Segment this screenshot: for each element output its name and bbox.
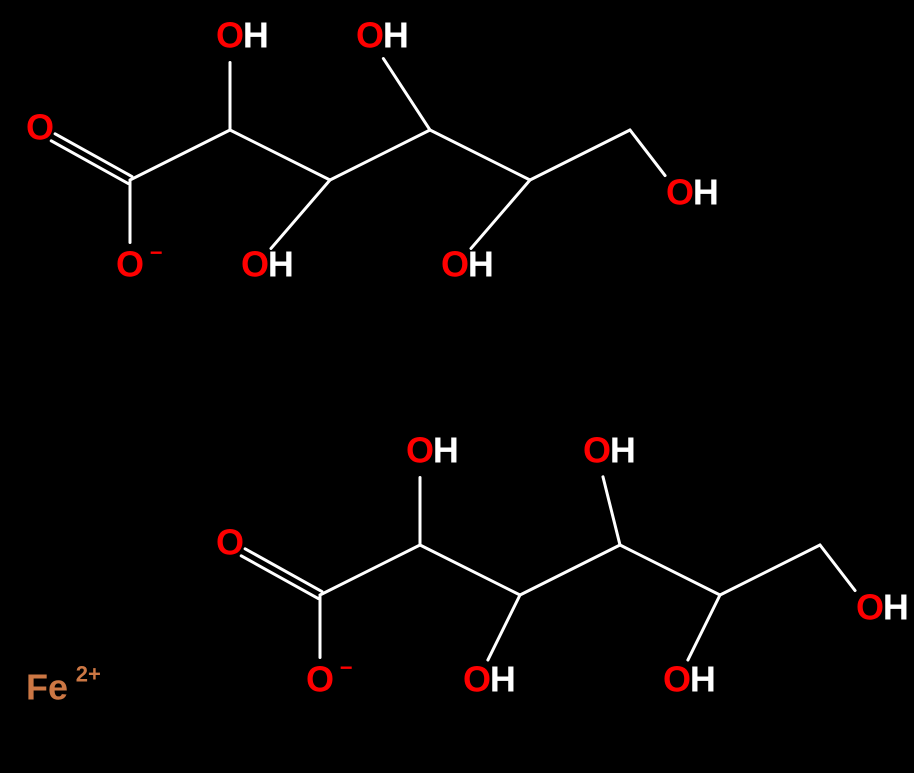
bond-single bbox=[530, 130, 630, 180]
svg-text:O: O bbox=[666, 172, 694, 213]
bond-double bbox=[55, 134, 132, 177]
svg-text:O: O bbox=[583, 430, 611, 471]
atom-label: OH bbox=[463, 659, 516, 700]
svg-text:O: O bbox=[441, 244, 469, 285]
svg-text:H: H bbox=[433, 430, 459, 471]
bond-single bbox=[330, 130, 430, 180]
molecule-canvas: OO−OHOHOHOHOHOO−OHOHOHOHOHFe2+ bbox=[0, 0, 914, 773]
atom-label: OH bbox=[583, 430, 636, 471]
svg-text:H: H bbox=[693, 172, 719, 213]
svg-text:H: H bbox=[468, 244, 494, 285]
atom-label: OH bbox=[216, 15, 269, 56]
bond-double bbox=[241, 556, 318, 599]
svg-text:O: O bbox=[356, 15, 384, 56]
bond-single bbox=[688, 595, 720, 660]
bond-single bbox=[383, 59, 430, 130]
svg-text:−: − bbox=[340, 655, 353, 680]
svg-text:H: H bbox=[383, 15, 409, 56]
bond-double bbox=[51, 141, 128, 184]
svg-text:O: O bbox=[856, 587, 884, 628]
svg-text:O: O bbox=[406, 430, 434, 471]
svg-text:H: H bbox=[883, 587, 909, 628]
atom-label: OH bbox=[356, 15, 409, 56]
svg-text:−: − bbox=[150, 240, 163, 265]
svg-text:O: O bbox=[241, 244, 269, 285]
atom-label: OH bbox=[406, 430, 459, 471]
bond-double bbox=[245, 549, 322, 592]
bond-single bbox=[471, 180, 530, 248]
atom-label: OH bbox=[666, 172, 719, 213]
svg-text:O: O bbox=[116, 244, 144, 285]
bond-single bbox=[603, 477, 620, 545]
bond-single bbox=[430, 130, 530, 180]
bond-single bbox=[488, 595, 520, 660]
svg-text:H: H bbox=[243, 15, 269, 56]
svg-text:Fe: Fe bbox=[26, 667, 68, 708]
svg-text:2+: 2+ bbox=[76, 661, 101, 686]
atom-label: O bbox=[216, 522, 244, 563]
svg-text:O: O bbox=[216, 522, 244, 563]
svg-text:O: O bbox=[463, 659, 491, 700]
metal-ion: Fe 2+ bbox=[26, 661, 101, 707]
svg-text:H: H bbox=[610, 430, 636, 471]
atom-label: OH bbox=[856, 587, 909, 628]
bond-single bbox=[520, 545, 620, 595]
bond-single bbox=[630, 130, 665, 176]
svg-text:H: H bbox=[690, 659, 716, 700]
atom-label: OH bbox=[663, 659, 716, 700]
bond-single bbox=[320, 545, 420, 595]
svg-text:O: O bbox=[216, 15, 244, 56]
svg-text:H: H bbox=[268, 244, 294, 285]
atom-label: OH bbox=[441, 244, 494, 285]
bond-single bbox=[420, 545, 520, 595]
svg-text:H: H bbox=[490, 659, 516, 700]
svg-text:O: O bbox=[306, 659, 334, 700]
bond-single bbox=[130, 130, 230, 180]
atom-label: OH bbox=[241, 244, 294, 285]
svg-text:O: O bbox=[663, 659, 691, 700]
bond-single bbox=[720, 545, 820, 595]
bond-single bbox=[230, 130, 330, 180]
svg-text:O: O bbox=[26, 107, 54, 148]
bond-single bbox=[820, 545, 855, 591]
atom-label: O− bbox=[116, 240, 163, 284]
bond-single bbox=[620, 545, 720, 595]
atom-label: O− bbox=[306, 655, 353, 699]
bond-single bbox=[271, 180, 330, 248]
atom-label: O bbox=[26, 107, 54, 148]
